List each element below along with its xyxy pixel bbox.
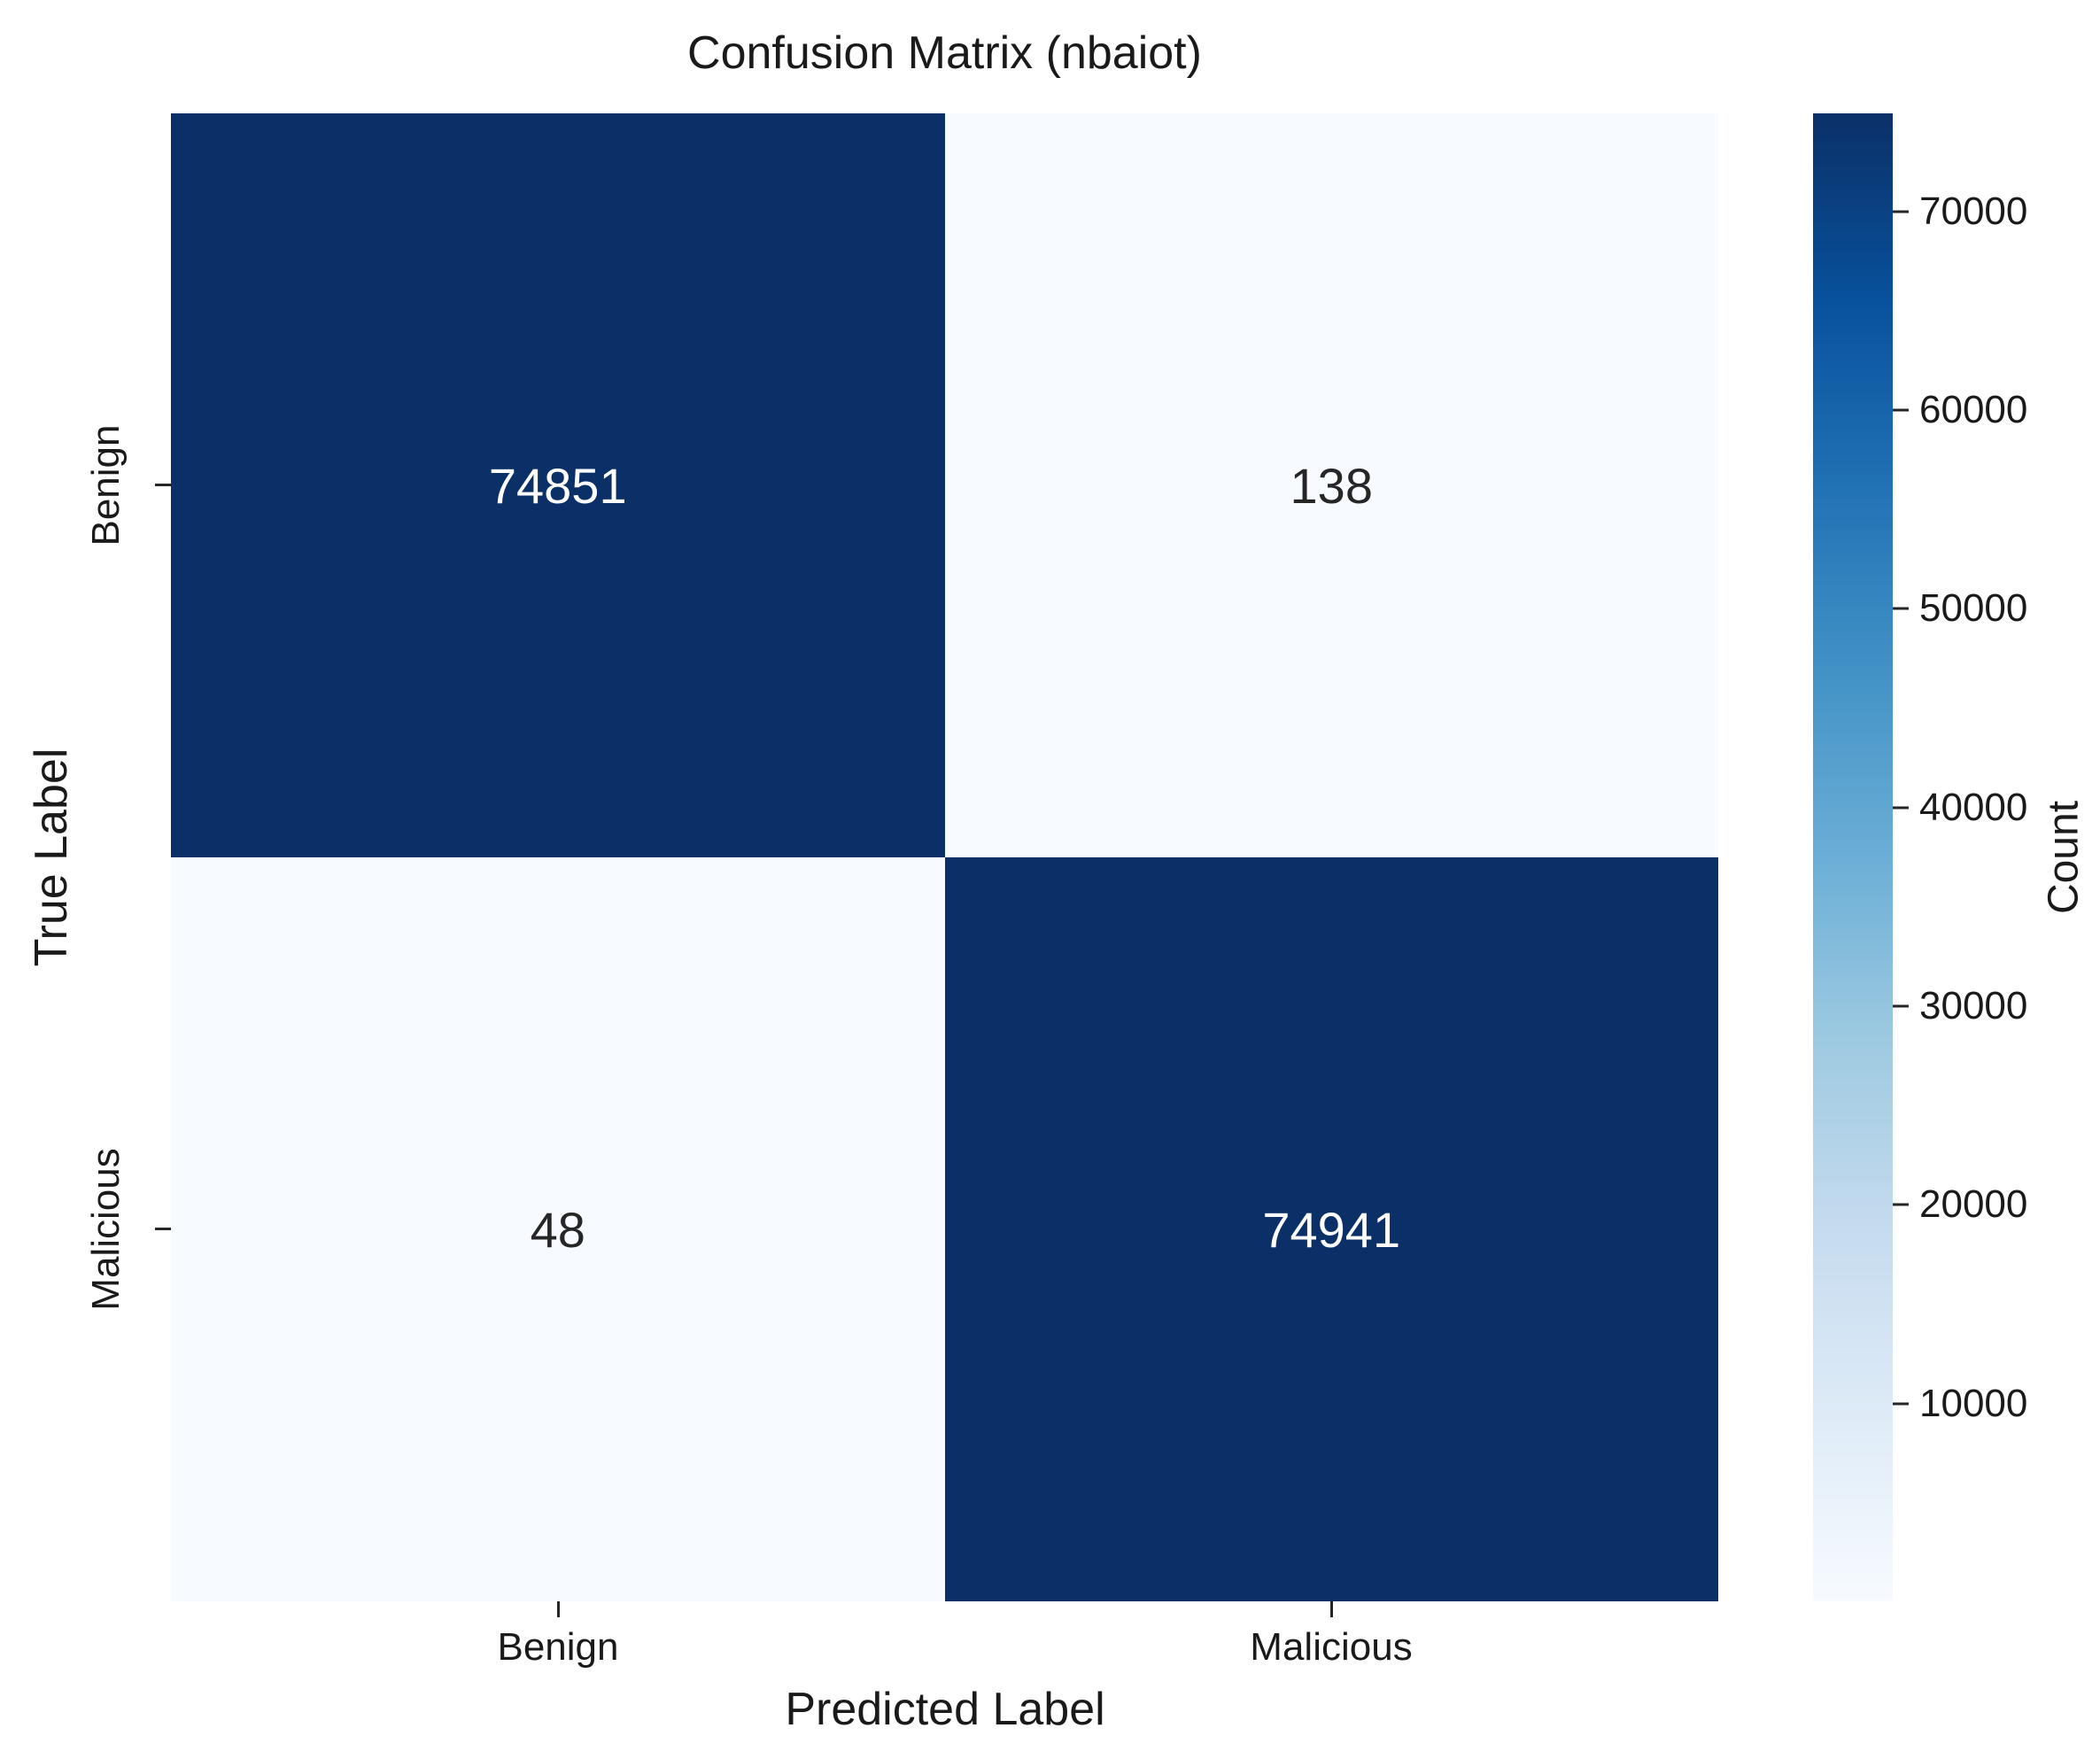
colorbar-tick-label-60000: 60000 [1919,388,2028,432]
cell-value-tp-malicious: 74941 [1262,1201,1401,1258]
y-tick-label-benign: Benign [84,424,128,546]
colorbar-label: Count [2040,800,2088,915]
colorbar-tick-mark-10000 [1893,1402,1909,1406]
colorbar-tick-label-20000: 20000 [1919,1182,2028,1227]
colorbar-tick-mark-40000 [1893,806,1909,810]
matrix-cell-true-malicious-pred-benign: 48 [171,857,945,1601]
cell-value-fp-malicious: 138 [1290,457,1373,514]
colorbar-tick-mark-70000 [1893,210,1909,213]
x-axis-tick-malicious [1330,1601,1333,1617]
colorbar-tick-label-50000: 50000 [1919,586,2028,631]
heatmap-plot-area: 74851 138 48 74941 [171,113,1718,1601]
y-axis-tick-malicious [155,1228,171,1230]
colorbar-tick-label-70000: 70000 [1919,189,2028,233]
colorbar-tick-mark-60000 [1893,408,1909,412]
colorbar-tick-label-30000: 30000 [1919,984,2028,1028]
cell-value-tp-benign: 74851 [488,457,627,514]
matrix-cell-true-benign-pred-benign: 74851 [171,113,945,857]
y-tick-label-malicious: Malicious [84,1148,128,1311]
colorbar-tick-mark-50000 [1893,607,1909,610]
x-axis-tick-benign [557,1601,560,1617]
x-axis-title: Predicted Label [785,1684,1105,1735]
colorbar-ticks: 70000 60000 50000 40000 30000 20000 10000 [1893,113,2096,1601]
y-axis-title: True Label [26,748,77,967]
y-axis-tick-benign [155,484,171,486]
matrix-cell-true-benign-pred-malicious: 138 [944,113,1718,857]
colorbar-tick-label-10000: 10000 [1919,1381,2028,1425]
chart-title: Confusion Matrix (nbaiot) [687,27,1202,79]
colorbar-tick-mark-20000 [1893,1203,1909,1206]
cell-value-fn-benign: 48 [530,1201,585,1258]
x-tick-label-benign: Benign [497,1625,619,1669]
colorbar-tick-mark-30000 [1893,1004,1909,1008]
colorbar-tick-label-40000: 40000 [1919,785,2028,829]
matrix-cell-true-malicious-pred-malicious: 74941 [944,857,1718,1601]
colorbar-gradient [1813,113,1893,1601]
x-tick-label-malicious: Malicious [1250,1625,1413,1669]
